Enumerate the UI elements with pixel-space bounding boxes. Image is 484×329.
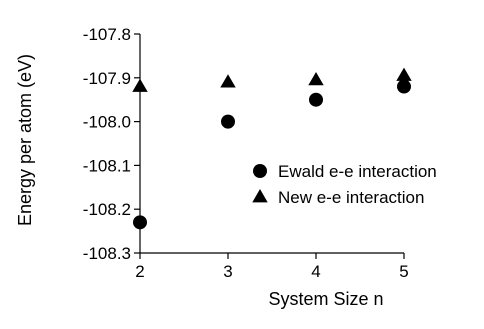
legend: Ewald e-e interaction New e-e interaction <box>252 162 437 207</box>
ewald-data-point <box>133 215 147 230</box>
ewald-data-point <box>309 92 323 107</box>
new-data-point <box>396 67 412 81</box>
x-tick-label: 4 <box>311 262 320 281</box>
legend-marker-triangle <box>252 189 268 203</box>
y-tick-label: -107.8 <box>83 25 131 44</box>
new-data-point <box>220 74 236 88</box>
new-data-point <box>308 72 324 86</box>
x-tick-label: 3 <box>223 262 232 281</box>
ewald-data-point <box>221 114 235 129</box>
x-axis-title: System Size n <box>268 289 383 309</box>
y-tick-label: -108.1 <box>83 156 131 175</box>
x-axis-ticks: 2 3 4 5 <box>135 253 409 281</box>
data-points <box>132 67 412 230</box>
legend-label: Ewald e-e interaction <box>278 162 437 181</box>
ewald-data-point <box>397 79 411 94</box>
y-tick-label: -108.3 <box>83 244 131 263</box>
y-axis-title: Energy per atom (eV) <box>15 54 35 226</box>
axes <box>139 34 404 254</box>
new-data-point <box>132 78 148 92</box>
x-tick-label: 2 <box>135 262 144 281</box>
y-tick-label: -108.0 <box>83 113 131 132</box>
legend-marker-circle <box>253 164 267 178</box>
x-tick-label: 5 <box>399 262 408 281</box>
y-axis-ticks: -107.8 -107.9 -108.0 -108.1 -108.2 -108.3 <box>83 25 140 263</box>
y-tick-label: -107.9 <box>83 69 131 88</box>
y-tick-label: -108.2 <box>83 200 131 219</box>
legend-label: New e-e interaction <box>278 188 424 207</box>
